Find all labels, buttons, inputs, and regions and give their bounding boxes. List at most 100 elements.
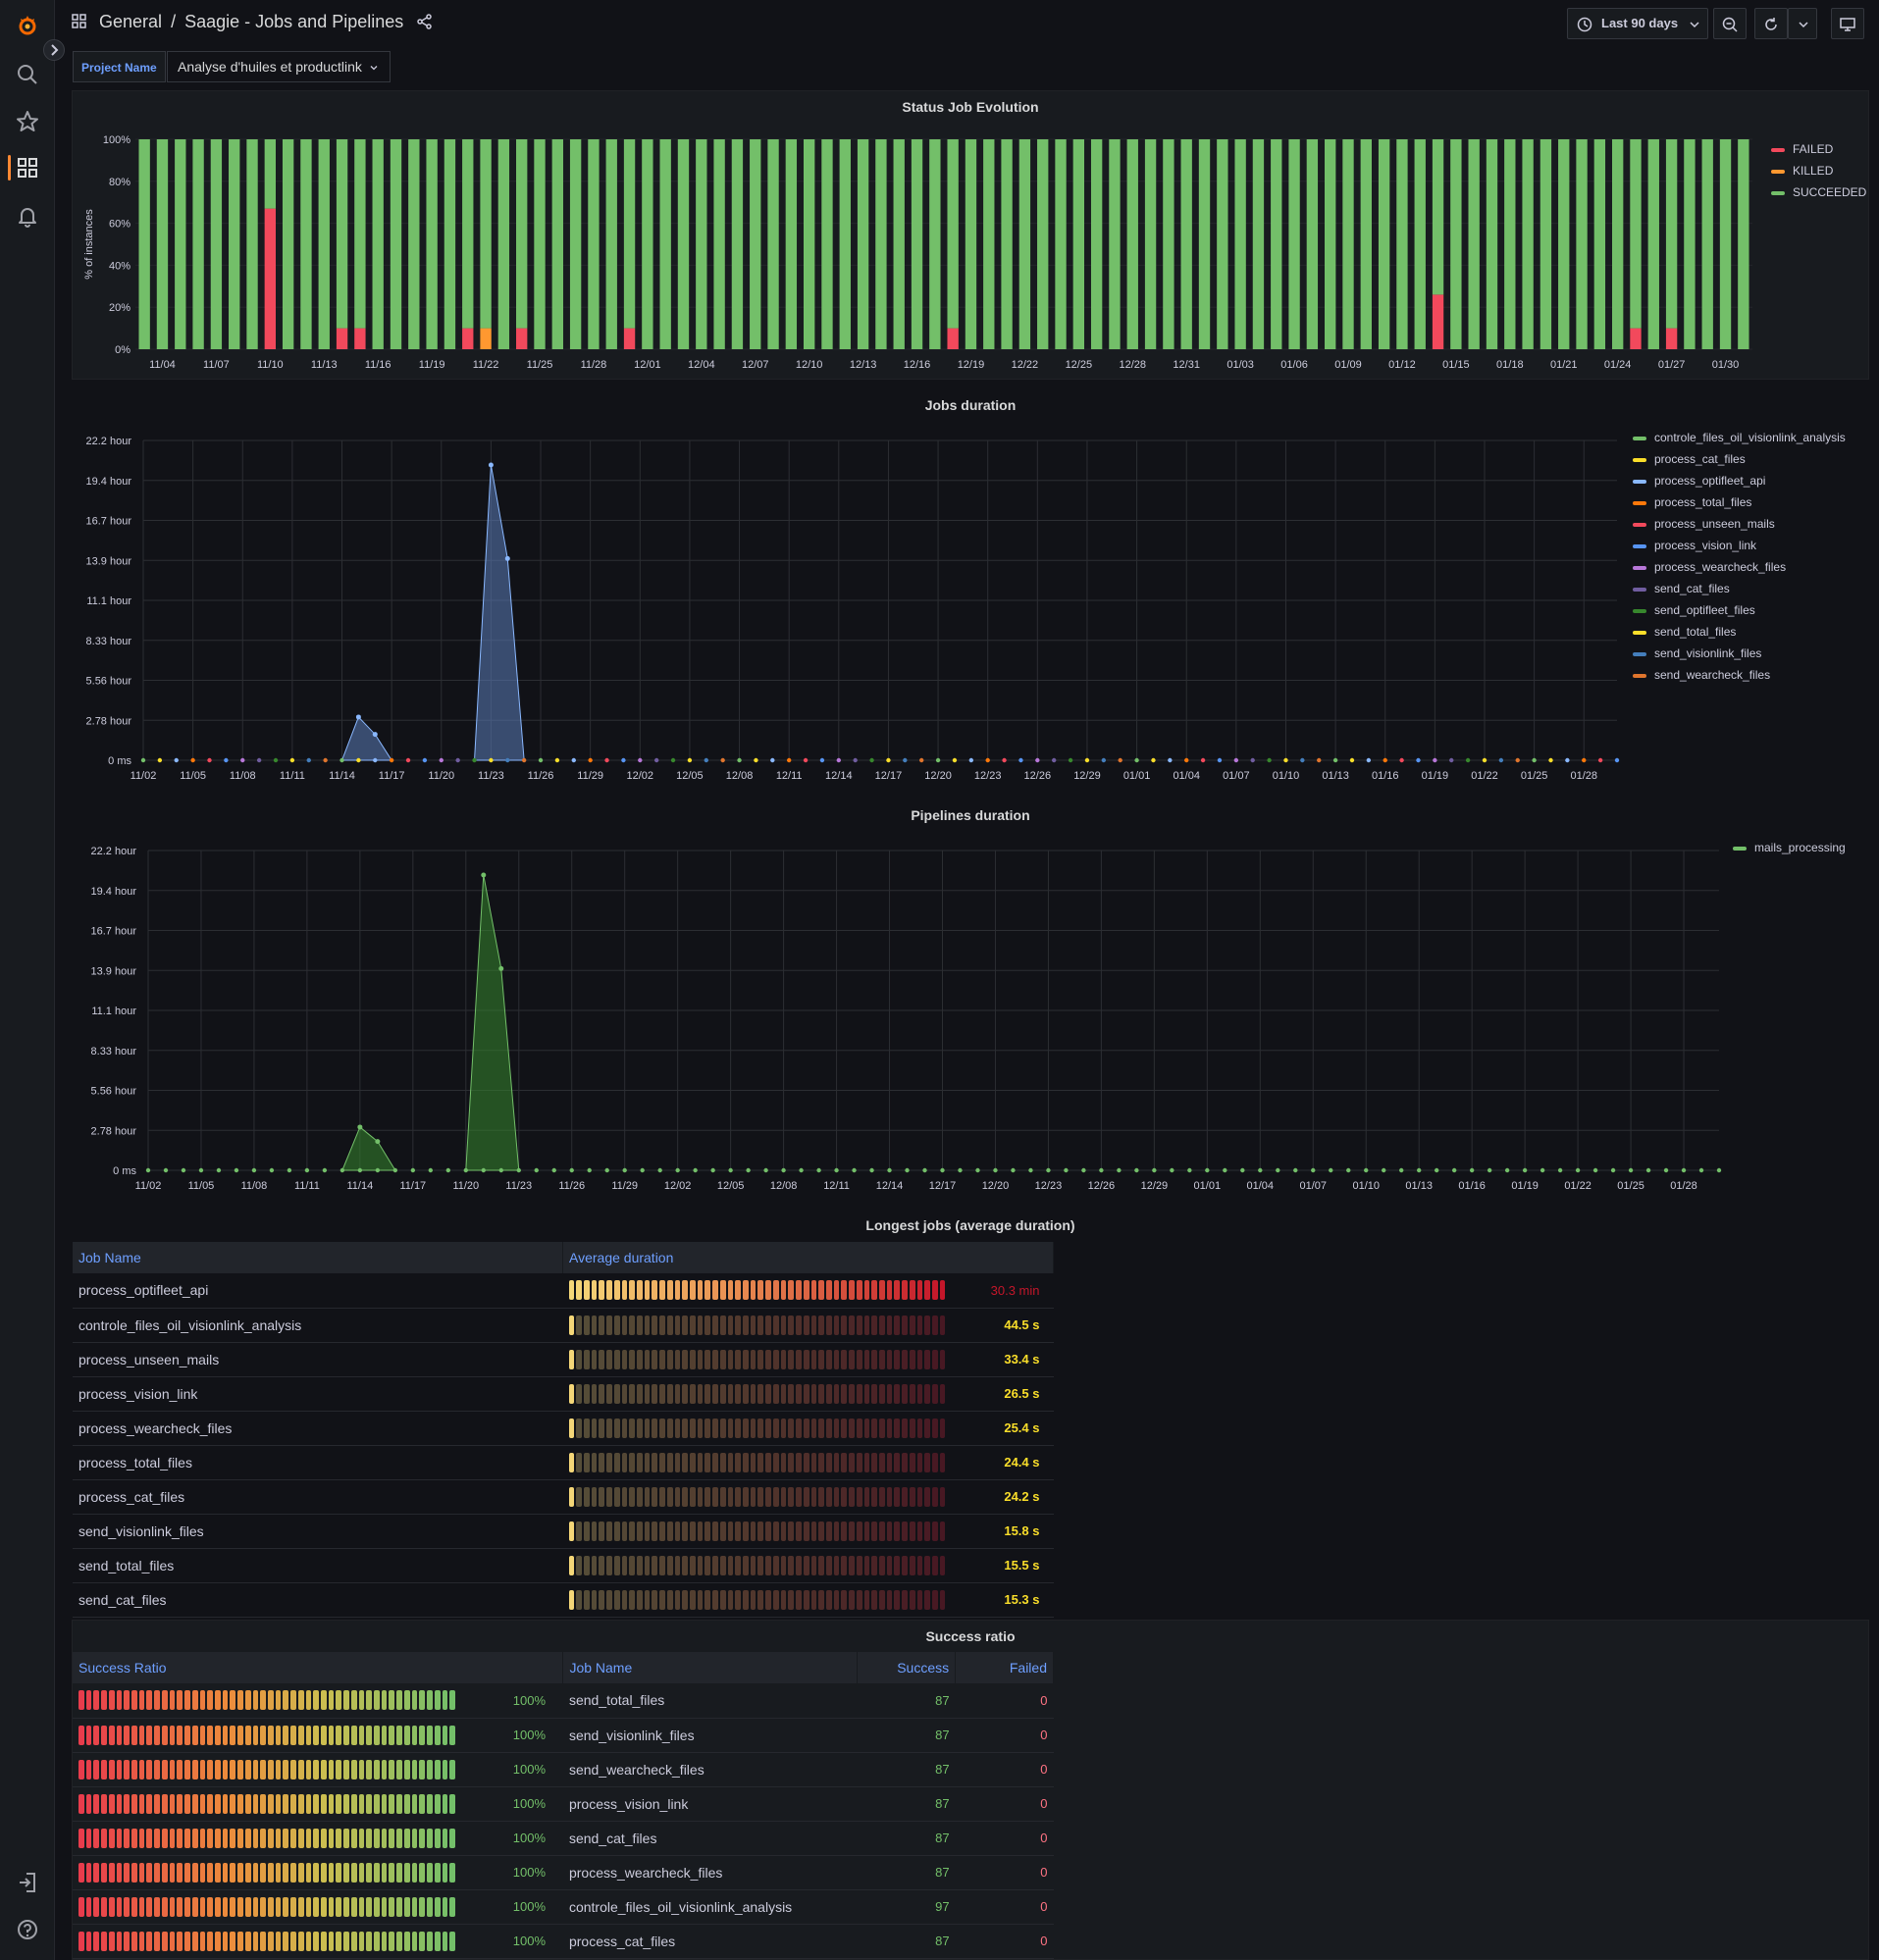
tv-mode-button[interactable] bbox=[1831, 8, 1864, 39]
data-point[interactable] bbox=[968, 757, 974, 763]
bar-succeeded[interactable] bbox=[264, 139, 277, 209]
data-point[interactable] bbox=[375, 1139, 381, 1145]
table-row[interactable]: process_wearcheck_files 25.4 s bbox=[73, 1411, 1054, 1446]
data-point[interactable] bbox=[455, 757, 460, 763]
data-point[interactable] bbox=[754, 757, 758, 763]
data-point[interactable] bbox=[1267, 757, 1272, 763]
panel-title[interactable]: Status Job Evolution bbox=[902, 99, 1039, 115]
data-point[interactable] bbox=[728, 1167, 733, 1173]
data-point[interactable] bbox=[240, 757, 245, 763]
data-point[interactable] bbox=[1018, 757, 1023, 763]
data-point[interactable] bbox=[1451, 1167, 1457, 1173]
data-point[interactable] bbox=[157, 757, 163, 763]
data-point[interactable] bbox=[1557, 1167, 1563, 1173]
data-point[interactable] bbox=[1293, 1167, 1298, 1173]
area-peak[interactable] bbox=[341, 1126, 396, 1171]
data-point[interactable] bbox=[356, 757, 361, 763]
bar-succeeded[interactable] bbox=[803, 139, 815, 349]
data-point[interactable] bbox=[1383, 757, 1387, 763]
column-header-job-name[interactable]: Job Name bbox=[73, 1242, 563, 1273]
bar-succeeded[interactable] bbox=[1576, 139, 1588, 349]
legend-item[interactable]: FAILED bbox=[1771, 138, 1866, 160]
data-point[interactable] bbox=[1046, 1167, 1051, 1173]
data-point[interactable] bbox=[1434, 1167, 1439, 1173]
panel-title[interactable]: Pipelines duration bbox=[911, 807, 1030, 823]
bar-succeeded[interactable] bbox=[1504, 139, 1516, 349]
data-point[interactable] bbox=[1081, 1167, 1086, 1173]
bar-succeeded[interactable] bbox=[1684, 139, 1696, 349]
data-point[interactable] bbox=[224, 757, 229, 763]
data-point[interactable] bbox=[1346, 1167, 1351, 1173]
data-point[interactable] bbox=[922, 1167, 927, 1173]
data-point[interactable] bbox=[1645, 1167, 1651, 1173]
data-point[interactable] bbox=[693, 1167, 698, 1173]
data-point[interactable] bbox=[1258, 1167, 1263, 1173]
data-point[interactable] bbox=[498, 965, 504, 971]
bar-succeeded[interactable] bbox=[497, 139, 510, 349]
data-point[interactable] bbox=[604, 1167, 609, 1173]
data-point[interactable] bbox=[935, 757, 941, 763]
bar-succeeded[interactable] bbox=[1163, 139, 1174, 349]
data-point[interactable] bbox=[1240, 1167, 1245, 1173]
data-point[interactable] bbox=[1548, 757, 1553, 763]
data-point[interactable] bbox=[410, 1167, 416, 1173]
legend-item[interactable]: process_total_files bbox=[1633, 491, 1846, 513]
data-point[interactable] bbox=[472, 757, 477, 763]
bar-succeeded[interactable] bbox=[947, 139, 959, 329]
data-point[interactable] bbox=[551, 1167, 556, 1173]
data-point[interactable] bbox=[869, 757, 874, 763]
bar-failed[interactable] bbox=[264, 208, 277, 349]
bar-succeeded[interactable] bbox=[1647, 139, 1659, 349]
data-point[interactable] bbox=[571, 757, 576, 763]
bar-failed[interactable] bbox=[516, 328, 528, 349]
data-point[interactable] bbox=[355, 714, 361, 720]
bar-succeeded[interactable] bbox=[318, 139, 330, 349]
legend-item[interactable]: process_vision_link bbox=[1633, 535, 1846, 556]
table-row[interactable]: 100% controle_files_oil_visionlink_analys… bbox=[73, 1889, 1054, 1925]
starred-icon[interactable] bbox=[14, 108, 41, 135]
data-point[interactable] bbox=[1469, 1167, 1475, 1173]
data-point[interactable] bbox=[373, 757, 378, 763]
legend-item[interactable]: send_optifleet_files bbox=[1633, 599, 1846, 621]
data-point[interactable] bbox=[952, 757, 958, 763]
data-point[interactable] bbox=[1101, 757, 1107, 763]
data-point[interactable] bbox=[554, 757, 560, 763]
data-point[interactable] bbox=[256, 757, 262, 763]
data-point[interactable] bbox=[1416, 1167, 1422, 1173]
table-row[interactable]: send_total_files 15.5 s bbox=[73, 1548, 1054, 1583]
data-point[interactable] bbox=[640, 1167, 645, 1173]
column-header-success[interactable]: Success bbox=[857, 1652, 957, 1683]
data-point[interactable] bbox=[1498, 757, 1504, 763]
legend-item[interactable]: controle_files_oil_visionlink_analysis bbox=[1633, 427, 1846, 448]
grafana-logo-icon[interactable] bbox=[14, 12, 41, 39]
refresh-button[interactable] bbox=[1754, 8, 1788, 39]
data-point[interactable] bbox=[323, 757, 328, 763]
data-point[interactable] bbox=[1200, 757, 1206, 763]
bar-succeeded[interactable] bbox=[821, 139, 833, 349]
data-point[interactable] bbox=[903, 757, 908, 763]
data-point[interactable] bbox=[1592, 1167, 1598, 1173]
data-point[interactable] bbox=[687, 757, 693, 763]
data-point[interactable] bbox=[1317, 757, 1322, 763]
table-row[interactable]: process_unseen_mails 33.4 s bbox=[73, 1342, 1054, 1377]
bar-succeeded[interactable] bbox=[911, 139, 923, 349]
bar-succeeded[interactable] bbox=[408, 139, 420, 349]
data-point[interactable] bbox=[836, 757, 842, 763]
data-point[interactable] bbox=[488, 462, 494, 468]
bar-failed[interactable] bbox=[462, 328, 474, 349]
bar-succeeded[interactable] bbox=[623, 139, 636, 329]
bar-succeeded[interactable] bbox=[1360, 139, 1372, 349]
bar-succeeded[interactable] bbox=[857, 139, 869, 349]
data-point[interactable] bbox=[1311, 1167, 1316, 1173]
data-point[interactable] bbox=[357, 1124, 363, 1130]
bar-succeeded[interactable] bbox=[156, 139, 169, 349]
data-point[interactable] bbox=[1597, 757, 1603, 763]
data-point[interactable] bbox=[439, 757, 444, 763]
table-row[interactable]: 100% process_wearcheck_files 87 0 bbox=[73, 1855, 1054, 1890]
bar-succeeded[interactable] bbox=[282, 139, 294, 349]
data-point[interactable] bbox=[1628, 1167, 1634, 1173]
data-point[interactable] bbox=[521, 757, 527, 763]
data-point[interactable] bbox=[1152, 1167, 1157, 1173]
data-point[interactable] bbox=[653, 757, 659, 763]
jobs-duration-chart[interactable]: 22.2 hour 19.4 hour 16.7 hour 13.9 hour 11.1… bbox=[72, 389, 1869, 790]
